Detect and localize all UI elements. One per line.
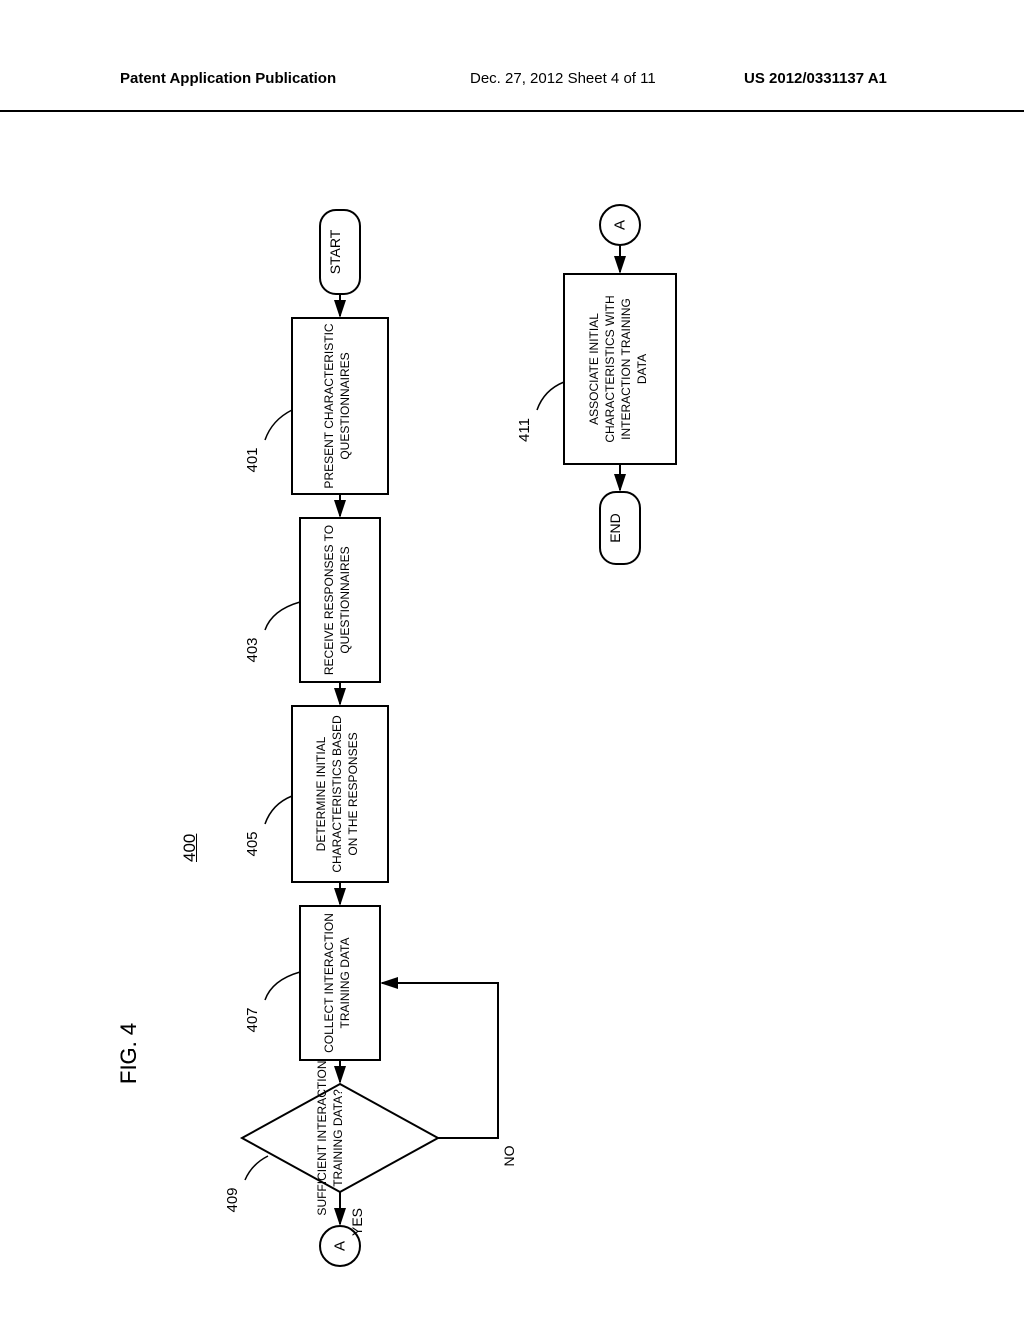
svg-401-l2: QUESTIONNAIRES — [338, 352, 352, 459]
svg-409-l2: TRAINING DATA? — [331, 1089, 345, 1187]
svg-407-l2: TRAINING DATA — [338, 938, 352, 1029]
svg-403-l1: RECEIVE RESPONSES TO — [322, 525, 336, 675]
flowchart-svg: START PRESENT CHARACTERISTIC QUESTIONNAI… — [0, 0, 1024, 1320]
svg-411-l2: CHARACTERISTICS WITH — [603, 295, 617, 442]
svg-411-l3: INTERACTION TRAINING — [619, 298, 633, 440]
svg-405-l3: ON THE RESPONSES — [346, 732, 360, 855]
svg-407-l1: COLLECT INTERACTION — [322, 913, 336, 1053]
svg-411-l1: ASSOCIATE INITIAL — [587, 313, 601, 425]
figure-label-2: FIG. 4 — [116, 1023, 142, 1084]
svg-start-label: START — [327, 229, 343, 274]
svg-401-l1: PRESENT CHARACTERISTIC — [322, 323, 336, 488]
svg-no-label: NO — [501, 1145, 517, 1166]
figure-ref-400-2: 400 — [180, 834, 200, 862]
svg-yes-label: YES — [349, 1208, 365, 1236]
svg-405-l2: CHARACTERISTICS BASED — [330, 715, 344, 873]
svg-end-label: END — [607, 513, 623, 543]
svg-409-l1: SUFFICIENT INTERACTION — [315, 1060, 329, 1215]
svg-403-l2: QUESTIONNAIRES — [338, 546, 352, 653]
svg-405-l1: DETERMINE INITIAL — [314, 736, 328, 851]
svg-connA1: A — [332, 1241, 349, 1251]
svg-411-l4: DATA — [635, 354, 649, 384]
svg-connA2: A — [612, 220, 629, 230]
